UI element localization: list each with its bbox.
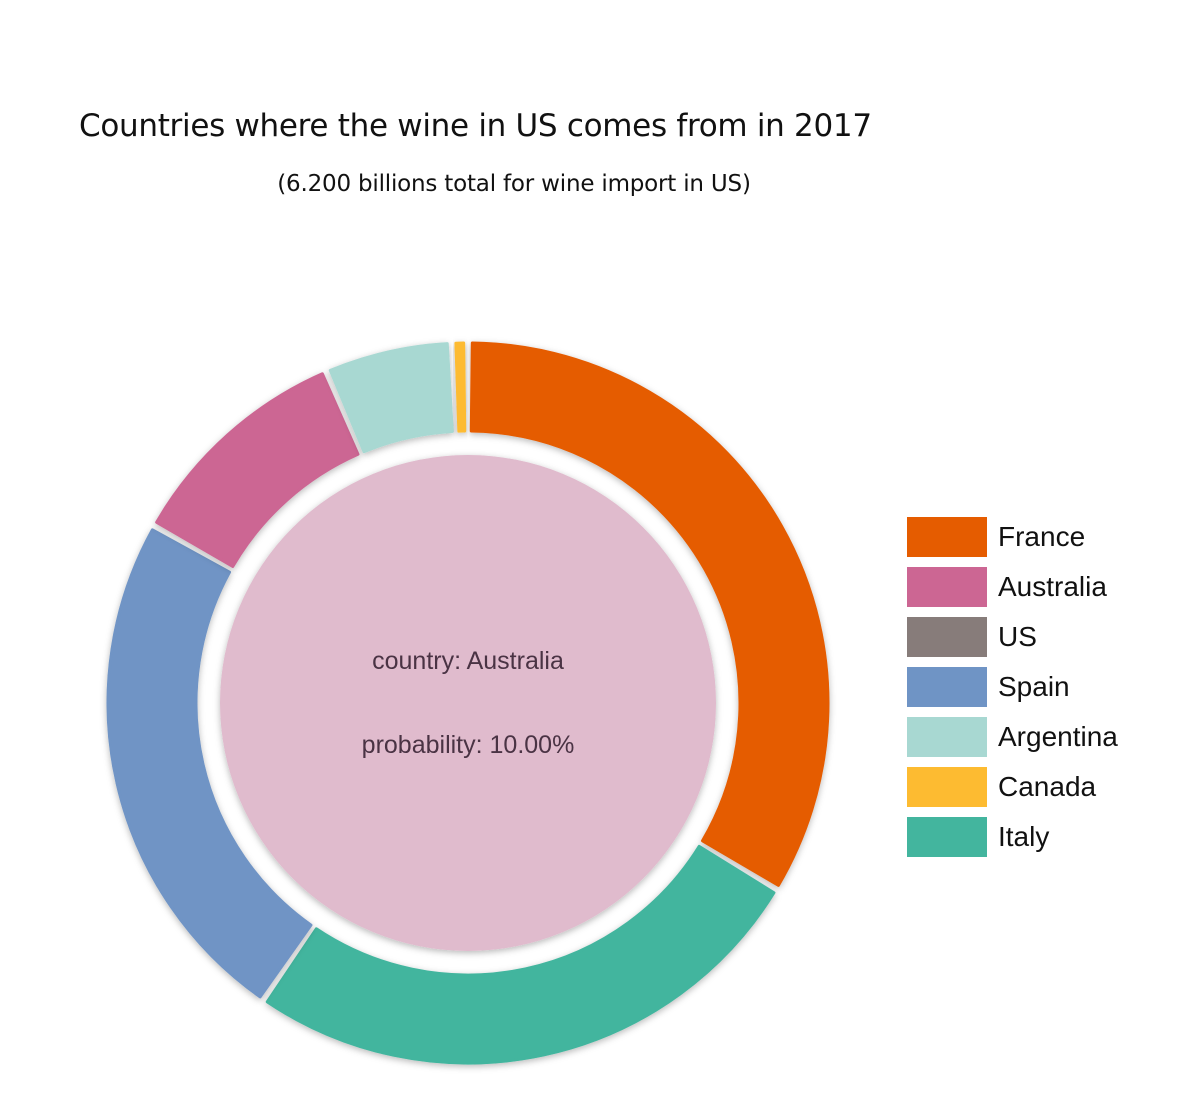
chart-legend: France Australia US Spain Argentina Cana…	[907, 512, 1118, 862]
center-tooltip-circle	[220, 455, 716, 951]
legend-label: France	[998, 521, 1086, 552]
legend-label: Australia	[998, 571, 1107, 602]
legend-swatch	[907, 617, 987, 657]
donut-slice-spain[interactable]	[106, 528, 313, 999]
tooltip-country: country: Australia	[372, 647, 564, 675]
legend-swatch	[907, 767, 987, 807]
legend-label: Italy	[998, 821, 1050, 852]
legend-item-us[interactable]: US	[907, 612, 1118, 662]
legend-swatch	[907, 567, 987, 607]
legend-item-australia[interactable]: Australia	[907, 562, 1118, 612]
legend-label: Argentina	[998, 721, 1118, 752]
tooltip-probability: probability: 10.00%	[361, 731, 575, 759]
legend-swatch	[907, 517, 987, 557]
legend-label: Spain	[998, 671, 1070, 702]
legend-swatch	[907, 667, 987, 707]
chart-title: Countries where the wine in US comes fro…	[79, 108, 872, 144]
donut-slice-argentina[interactable]	[328, 342, 454, 454]
legend-item-argentina[interactable]: Argentina	[907, 712, 1118, 762]
donut-slice-canada[interactable]	[454, 341, 467, 433]
legend-item-canada[interactable]: Canada	[907, 762, 1118, 812]
legend-label: US	[998, 621, 1037, 652]
legend-swatch	[907, 817, 987, 857]
legend-item-france[interactable]: France	[907, 512, 1118, 562]
donut-slice-italy[interactable]	[265, 844, 776, 1065]
legend-item-italy[interactable]: Italy	[907, 812, 1118, 862]
legend-label: Canada	[998, 771, 1097, 802]
donut-slice-france[interactable]	[469, 341, 830, 887]
chart-subtitle: (6.200 billions total for wine import in…	[277, 171, 751, 197]
donut-slice-australia[interactable]	[155, 372, 360, 568]
legend-swatch	[907, 717, 987, 757]
legend-item-spain[interactable]: Spain	[907, 662, 1118, 712]
